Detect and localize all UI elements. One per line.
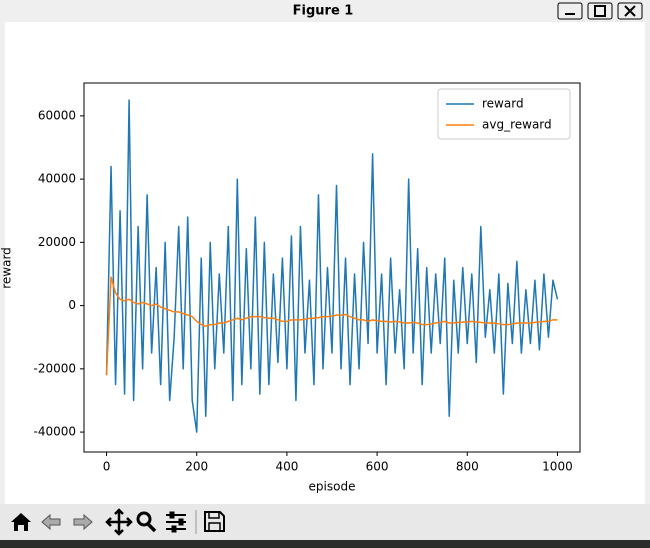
zoom-button[interactable] <box>136 511 152 527</box>
toolbar <box>0 504 650 540</box>
x-tick-label: 400 <box>275 460 298 474</box>
x-tick-label: 200 <box>185 460 208 474</box>
left-border <box>0 22 5 542</box>
y-tick-label: -40000 <box>33 425 76 439</box>
series-line <box>105 276 558 376</box>
zoom-handle <box>146 522 157 533</box>
maximize-button[interactable] <box>587 2 613 20</box>
x-tick-label: 800 <box>456 460 479 474</box>
close-icon <box>624 5 636 17</box>
right-border <box>645 22 650 542</box>
x-tick-label: 0 <box>103 460 111 474</box>
slider-knob <box>169 511 175 519</box>
legend-label: avg_reward <box>482 118 552 132</box>
slider-knob <box>171 525 177 533</box>
window-buttons <box>557 2 643 20</box>
bottom-strip <box>0 540 650 548</box>
x-axis-label: episode <box>309 480 356 494</box>
save-icon-part <box>208 511 220 519</box>
save-icon-part <box>208 522 221 532</box>
y-axis-label: reward <box>0 247 14 289</box>
plot <box>105 99 559 433</box>
window-title: Figure 1 <box>293 4 354 19</box>
plot-area <box>84 83 580 452</box>
y-tick-label: 40000 <box>38 172 76 186</box>
legend-label: reward <box>482 97 524 111</box>
y-tick-label: 20000 <box>38 235 76 249</box>
y-tick-label: 60000 <box>38 108 76 122</box>
toolbar-icons <box>11 508 225 536</box>
x-tick-label: 600 <box>366 460 389 474</box>
back-button[interactable] <box>41 513 61 531</box>
title-bar <box>0 0 650 22</box>
y-tick-label: -20000 <box>33 361 76 375</box>
x-tick-label: 1000 <box>542 460 573 474</box>
pan-button[interactable] <box>105 508 133 536</box>
close-button[interactable] <box>617 2 643 20</box>
y-tick-label: 0 <box>68 298 76 312</box>
minimize-button[interactable] <box>557 2 583 20</box>
maximize-icon <box>594 5 606 17</box>
legend-box <box>437 88 571 140</box>
forward-button[interactable] <box>73 513 93 531</box>
series-line <box>105 99 559 433</box>
slider-knob <box>178 518 184 526</box>
axes-frame <box>83 82 581 453</box>
home-button[interactable] <box>11 513 31 531</box>
